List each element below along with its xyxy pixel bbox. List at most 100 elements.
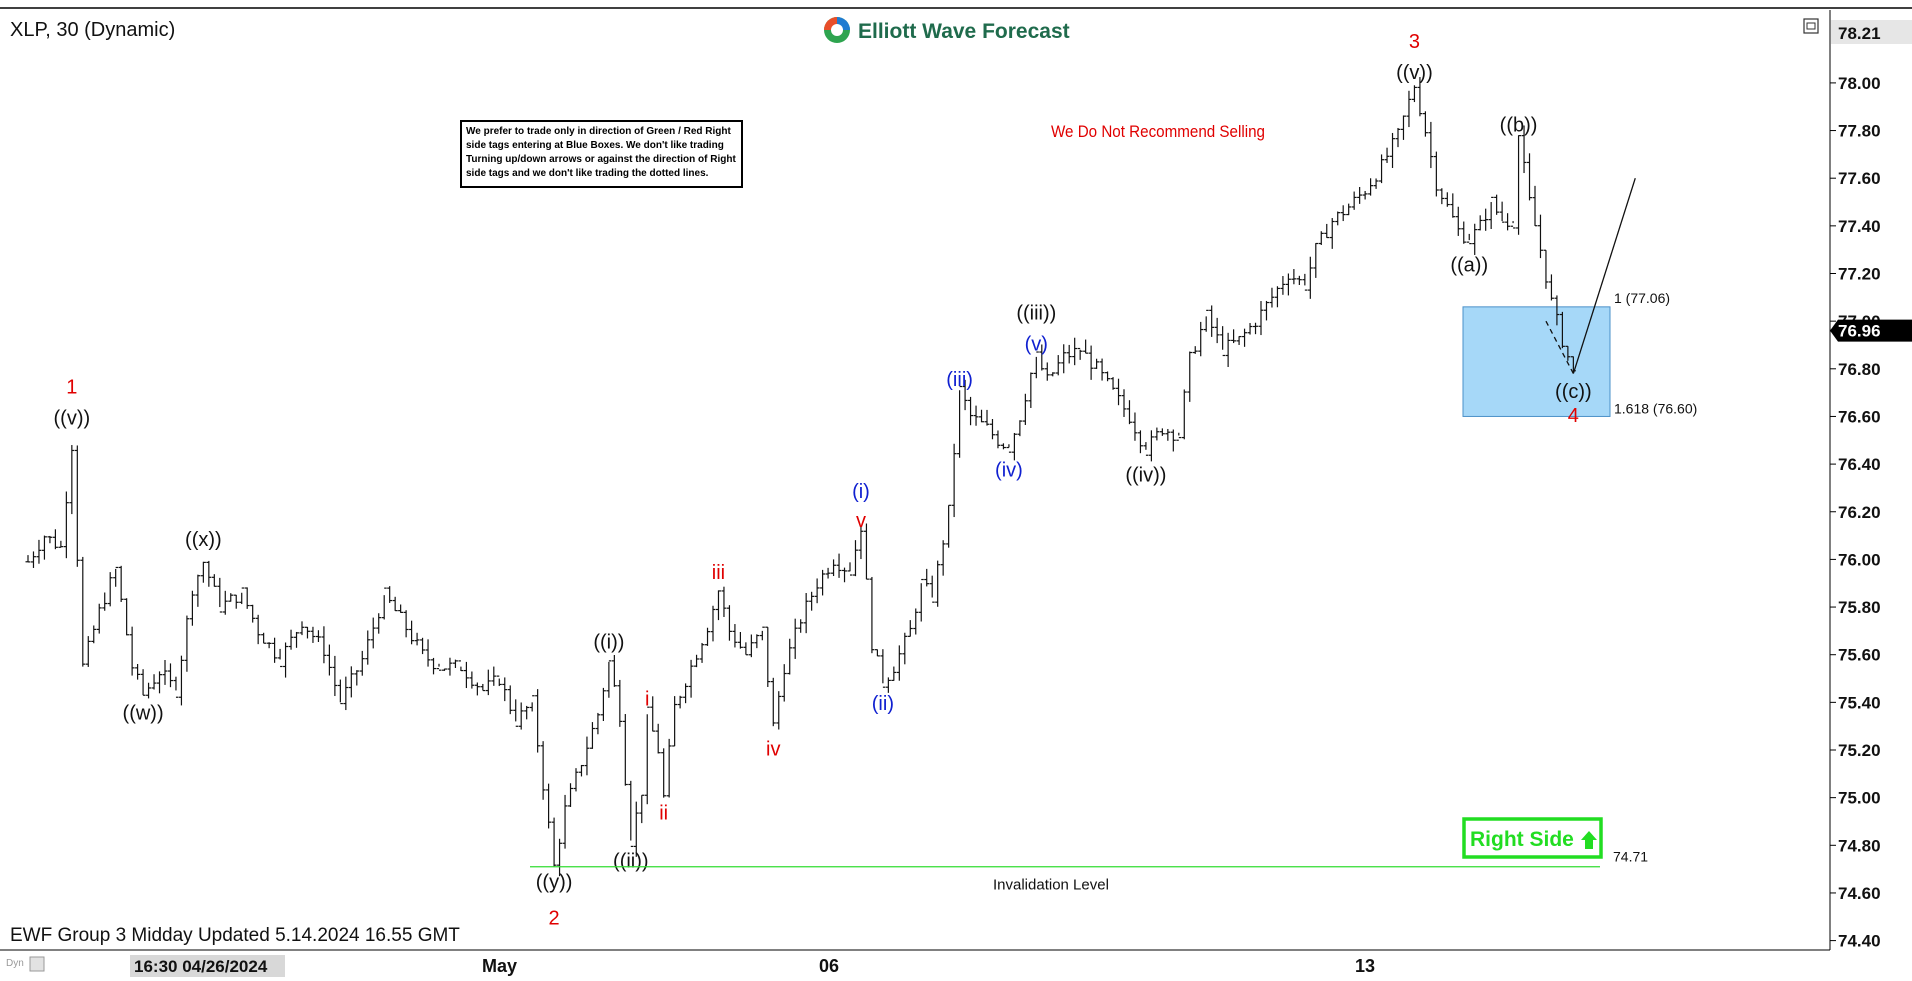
- logo: Elliott Wave Forecast: [824, 17, 1070, 43]
- ohlc-bar: [655, 723, 661, 754]
- ohlc-bar: [874, 649, 880, 657]
- ohlc-bar: [502, 677, 508, 702]
- ohlc-bar: [1400, 115, 1406, 140]
- ohlc-bar: [1455, 206, 1461, 236]
- ohlc-bar: [973, 405, 979, 426]
- price-tick-label: 75.20: [1838, 741, 1881, 760]
- ohlc-bar: [63, 491, 69, 559]
- ohlc-bar: [266, 642, 272, 649]
- ohlc-bar: [1351, 191, 1357, 210]
- price-tick-label: 76.00: [1838, 550, 1881, 569]
- ohlc-bar: [907, 620, 913, 637]
- ohlc-bar: [568, 783, 574, 807]
- no-selling-note: We Do Not Recommend Selling: [1051, 122, 1265, 141]
- ohlc-bar: [452, 659, 458, 668]
- ohlc-bar: [672, 696, 678, 747]
- ohlc-bar: [759, 626, 765, 641]
- ohlc-bar: [781, 664, 787, 702]
- ohlc-bar: [480, 683, 486, 692]
- ohlc-bar: [694, 654, 700, 668]
- wave-label: (ii): [872, 693, 894, 715]
- ohlc-bar: [1132, 412, 1138, 441]
- ohlc-bar: [1395, 127, 1401, 148]
- ohlc-bar: [754, 634, 760, 649]
- ohlc-bar: [946, 504, 952, 548]
- ohlc-bar: [891, 666, 897, 681]
- wave-label: 3: [1409, 31, 1420, 53]
- ohlc-bar: [1307, 256, 1313, 299]
- ohlc-bar: [1203, 309, 1209, 332]
- ohlc-bar: [1066, 344, 1072, 364]
- wave-label: v: [856, 510, 866, 532]
- ohlc-bar: [622, 714, 628, 786]
- ohlc-bar: [540, 741, 546, 800]
- ohlc-bar: [1006, 444, 1012, 453]
- ohlc-bar: [984, 409, 990, 426]
- projection-dashed-line: [1545, 320, 1574, 374]
- ohlc-bar: [1033, 351, 1039, 379]
- ohlc-bar: [173, 676, 179, 698]
- time-cursor-box: [130, 955, 285, 977]
- price-tick-label: 77.20: [1838, 265, 1881, 284]
- ohlc-bar: [1379, 154, 1385, 184]
- ohlc-bar: [211, 574, 217, 587]
- ohlc-bar: [1099, 358, 1105, 381]
- ohlc-bar: [1433, 151, 1439, 197]
- settings-icon[interactable]: [29, 956, 45, 972]
- ohlc-bar: [436, 663, 442, 671]
- ohlc-bar: [1422, 111, 1428, 137]
- ohlc-bar: [551, 817, 557, 867]
- ohlc-bar: [513, 699, 519, 727]
- ohlc-bar: [929, 575, 935, 603]
- ohlc-bar: [650, 696, 656, 732]
- ohlc-bar: [705, 627, 711, 646]
- ohlc-bar: [222, 590, 228, 615]
- ohlc-bar: [1011, 432, 1017, 461]
- ohlc-bar: [118, 565, 124, 602]
- ohlc-bar: [261, 632, 267, 644]
- ohlc-bar: [1143, 442, 1149, 456]
- ohlc-bar: [546, 783, 552, 829]
- ohlc-bar: [1044, 362, 1050, 381]
- ohlc-bar: [69, 445, 75, 515]
- ohlc-bar: [195, 574, 201, 607]
- wave-label: (v): [1025, 334, 1048, 356]
- price-tick-label: 74.80: [1838, 836, 1881, 855]
- ohlc-bar: [935, 560, 941, 607]
- restore-window-icon[interactable]: [1803, 18, 1819, 34]
- ohlc-bar: [842, 567, 848, 583]
- ohlc-bar: [1247, 323, 1253, 335]
- ohlc-bar: [250, 604, 256, 623]
- ohlc-bar: [206, 560, 212, 587]
- rules-line: side tags and we don't like trading the …: [466, 168, 709, 179]
- ohlc-bar: [326, 644, 332, 676]
- price-tick-label: 77.80: [1838, 122, 1881, 141]
- wave-label: (iv): [995, 460, 1023, 482]
- top-price-tag: 78.21: [1831, 20, 1912, 44]
- ohlc-bar: [518, 702, 524, 730]
- ohlc-bar: [765, 626, 771, 687]
- ohlc-bar: [787, 638, 793, 675]
- ohlc-bar: [699, 642, 705, 663]
- ohlc-bar: [1116, 378, 1122, 406]
- ohlc-bar: [343, 676, 349, 711]
- ohlc-bar: [1159, 428, 1165, 436]
- wave-label: ((v)): [1396, 62, 1433, 84]
- ohlc-bar: [376, 613, 382, 634]
- ohlc-bar: [957, 385, 963, 458]
- ohlc-bar: [113, 566, 119, 587]
- ohlc-bar: [507, 685, 513, 715]
- ohlc-bar: [96, 603, 102, 634]
- rules-note: We prefer to trade only in direction of …: [460, 120, 743, 188]
- ohlc-bar: [557, 838, 563, 877]
- svg-text:76.96: 76.96: [1838, 322, 1881, 341]
- ohlc-bar: [403, 610, 409, 638]
- invalidation-value: 74.71: [1613, 849, 1648, 865]
- ohlc-bar: [1225, 332, 1231, 368]
- ohlc-bar: [217, 577, 223, 613]
- ohlc-bar: [1214, 317, 1220, 344]
- ohlc-bar: [1061, 344, 1067, 374]
